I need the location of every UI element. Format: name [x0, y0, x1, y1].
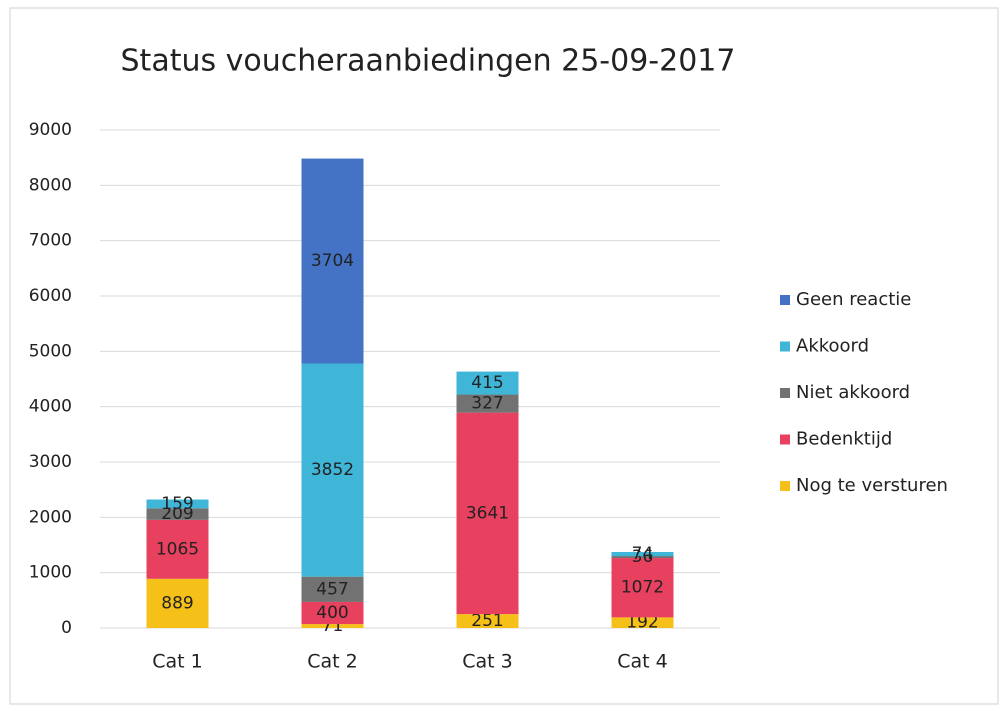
y-tick-label: 1000 [29, 563, 72, 583]
bar-segment [611, 551, 674, 557]
bar-segment [301, 158, 364, 364]
data-label: 1072 [621, 578, 664, 598]
data-label: 457 [316, 579, 348, 599]
legend-label: Bedenktijd [796, 429, 892, 450]
data-label: 415 [471, 373, 503, 393]
data-label: 192 [626, 613, 658, 633]
y-tick-label: 0 [61, 618, 72, 638]
data-label: 209 [161, 504, 193, 524]
data-label: 3704 [311, 251, 354, 271]
bar-segment [456, 614, 519, 628]
y-tick-label: 3000 [29, 452, 72, 472]
x-tick-label: Cat 2 [307, 651, 358, 673]
legend-swatch [780, 434, 790, 445]
data-label: 3852 [311, 460, 354, 480]
bar-segment [146, 578, 209, 628]
x-tick-label: Cat 1 [152, 651, 203, 673]
y-tick-label: 8000 [29, 175, 72, 195]
y-tick-label: 4000 [29, 397, 72, 417]
legend-label: Nog te versturen [796, 475, 948, 496]
x-tick-label: Cat 3 [462, 651, 513, 673]
bar-segment [611, 558, 674, 618]
legend-swatch [780, 388, 790, 398]
legend-swatch [780, 341, 790, 352]
data-label: 400 [316, 603, 348, 623]
legend-label: Niet akkoord [796, 382, 910, 403]
bar-segment [611, 617, 674, 628]
bar-segment [301, 601, 364, 625]
bar-segment [146, 519, 209, 579]
data-label: 3641 [466, 503, 509, 523]
bar-segment [456, 371, 519, 395]
legend-swatch [780, 295, 790, 305]
data-label: 159 [161, 494, 193, 514]
legend-label: Akkoord [796, 336, 869, 357]
legend-label: Geen reactie [796, 289, 911, 310]
chart-title: Status voucheraanbiedingen 25-09-2017 [121, 44, 736, 79]
y-tick-label: 2000 [29, 507, 72, 527]
bar-segment [301, 624, 364, 628]
data-label: 251 [471, 611, 503, 631]
y-tick-label: 5000 [29, 341, 72, 361]
y-tick-label: 7000 [29, 231, 72, 251]
bar-segment [301, 363, 364, 577]
bar-segment [301, 576, 364, 602]
bar-segment [611, 556, 674, 559]
y-tick-label: 6000 [29, 286, 72, 306]
x-tick-label: Cat 4 [617, 651, 668, 673]
y-tick-label: 9000 [29, 120, 72, 140]
bar-segment [146, 508, 209, 520]
data-label: 74 [632, 544, 654, 564]
bar-segment [456, 412, 519, 615]
data-label: 327 [471, 394, 503, 414]
data-label: 889 [161, 593, 193, 613]
bar-segment [456, 394, 519, 413]
legend-swatch [780, 481, 790, 491]
bar-segment [146, 499, 209, 509]
data-label: 1065 [156, 539, 199, 559]
